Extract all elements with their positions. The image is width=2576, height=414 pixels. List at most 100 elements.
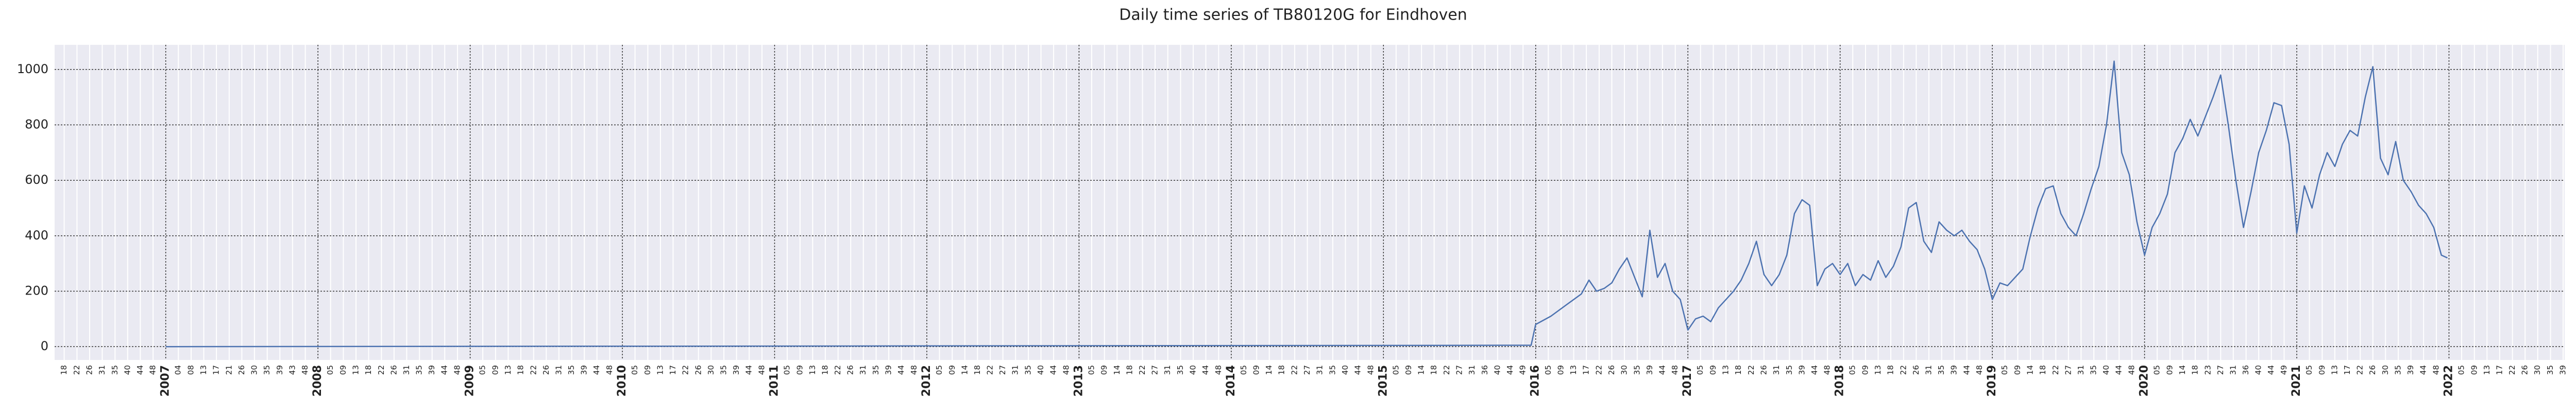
x-minor-tick-label: 39 (2558, 365, 2568, 375)
x-minor-tick-label: 44 (744, 365, 754, 375)
x-minor-tick-label: 18 (1125, 365, 1134, 375)
x-minor-tick-label: 30 (706, 365, 716, 375)
x-minor-tick-label: 31 (97, 365, 107, 375)
x-minor-tick-label: 49 (1518, 365, 1528, 375)
x-minor-tick-label: 31 (1772, 365, 1781, 375)
x-minor-tick-label: 36 (2241, 365, 2250, 375)
x-minor-tick-label: 22 (2355, 365, 2365, 375)
x-minor-tick-label: 09 (338, 365, 348, 375)
x-minor-tick-label: 48 (148, 365, 158, 375)
y-tick-label: 800 (25, 117, 48, 132)
x-minor-tick-label: 18 (973, 365, 982, 375)
x-minor-tick-label: 44 (440, 365, 449, 375)
x-tick-label: 2009 (464, 365, 477, 396)
x-minor-tick-label: 18 (1429, 365, 1438, 375)
x-minor-tick-label: 05 (1848, 365, 1857, 375)
x-minor-tick-label: 48 (300, 365, 310, 375)
x-minor-tick-label: 30 (1619, 365, 1629, 375)
x-minor-tick-label: 48 (2431, 365, 2441, 375)
x-minor-tick-label: 22 (529, 365, 538, 375)
x-minor-tick-label: 18 (516, 365, 525, 375)
x-minor-tick-label: 13 (2482, 365, 2492, 375)
x-minor-tick-label: 35 (1785, 365, 1794, 375)
x-minor-tick-label: 30 (2381, 365, 2390, 375)
x-minor-tick-label: 18 (2190, 365, 2199, 375)
x-minor-tick-label: 22 (1290, 365, 1299, 375)
x-minor-tick-label: 13 (351, 365, 360, 375)
x-minor-tick-label: 09 (1556, 365, 1566, 375)
series-line (165, 60, 2448, 348)
x-minor-tick-label: 22 (833, 365, 842, 375)
x-minor-tick-label: 27 (2216, 365, 2225, 375)
x-minor-tick-label: 39 (427, 365, 436, 375)
x-minor-tick-label: 44 (896, 365, 906, 375)
x-minor-tick-label: 40 (1036, 365, 1045, 375)
x-minor-tick-label: 39 (1797, 365, 1806, 375)
x-minor-tick-label: 05 (326, 365, 335, 375)
x-minor-tick-label: 21 (224, 365, 233, 375)
x-minor-tick-label: 27 (1455, 365, 1464, 375)
x-minor-tick-label: 44 (1962, 365, 1971, 375)
x-minor-tick-label: 22 (681, 365, 690, 375)
x-minor-tick-label: 09 (643, 365, 652, 375)
x-minor-tick-label: 09 (490, 365, 500, 375)
x-minor-tick-label: 35 (2546, 365, 2555, 375)
x-minor-tick-label: 48 (605, 365, 614, 375)
x-minor-tick-label: 35 (415, 365, 424, 375)
x-minor-tick-label: 13 (1721, 365, 1731, 375)
x-minor-tick-label: 14 (1112, 365, 1122, 375)
x-minor-tick-label: 48 (1823, 365, 1832, 375)
x-minor-tick-label: 44 (2266, 365, 2276, 375)
y-tick-label: 0 (41, 339, 48, 353)
x-minor-tick-label: 31 (554, 365, 563, 375)
x-minor-tick-label: 35 (1024, 365, 1033, 375)
x-minor-tick-label: 48 (1061, 365, 1071, 375)
x-minor-tick-label: 26 (541, 365, 551, 375)
x-minor-tick-label: 09 (1252, 365, 1261, 375)
x-minor-tick-label: 09 (1708, 365, 1718, 375)
x-minor-tick-label: 18 (59, 365, 69, 375)
x-minor-tick-label: 05 (2153, 365, 2162, 375)
x-minor-tick-label: 27 (1150, 365, 1160, 375)
x-tick-label: 2014 (1225, 365, 1238, 396)
x-minor-tick-label: 08 (187, 365, 196, 375)
x-minor-tick-label: 05 (1391, 365, 1400, 375)
x-minor-tick-label: 31 (1011, 365, 1020, 375)
x-minor-tick-label: 05 (478, 365, 487, 375)
x-minor-tick-label: 44 (1505, 365, 1515, 375)
x-minor-tick-label: 05 (935, 365, 944, 375)
x-minor-tick-label: 13 (503, 365, 513, 375)
x-tick-label: 2008 (311, 365, 324, 396)
x-minor-tick-label: 22 (2507, 365, 2517, 375)
x-minor-tick-label: 13 (808, 365, 817, 375)
x-minor-tick-label: 40 (1493, 365, 1502, 375)
y-tick-label: 600 (25, 173, 48, 187)
x-minor-tick-label: 44 (1049, 365, 1058, 375)
x-minor-tick-label: 26 (84, 365, 94, 375)
x-minor-tick-label: 44 (135, 365, 145, 375)
x-minor-tick-label: 49 (2279, 365, 2289, 375)
y-tick-label: 1000 (17, 62, 48, 76)
x-minor-tick-label: 17 (668, 365, 677, 375)
x-minor-tick-label: 22 (1138, 365, 1147, 375)
y-tick-label: 200 (25, 284, 48, 298)
x-minor-tick-label: 44 (592, 365, 601, 375)
x-minor-tick-label: 44 (2114, 365, 2124, 375)
x-minor-tick-label: 05 (2456, 365, 2466, 375)
x-minor-tick-label: 39 (884, 365, 893, 375)
x-minor-tick-label: 39 (580, 365, 589, 375)
x-minor-tick-label: 09 (2317, 365, 2327, 375)
x-minor-tick-label: 18 (1734, 365, 1743, 375)
x-minor-tick-label: 35 (1328, 365, 1337, 375)
x-minor-tick-label: 35 (2089, 365, 2098, 375)
x-minor-tick-label: 26 (2368, 365, 2377, 375)
x-minor-tick-label: 48 (1214, 365, 1223, 375)
x-minor-tick-label: 26 (237, 365, 246, 375)
x-minor-tick-label: 22 (2051, 365, 2060, 375)
x-minor-tick-label: 31 (1315, 365, 1325, 375)
x-minor-tick-label: 26 (846, 365, 855, 375)
x-minor-tick-label: 22 (1594, 365, 1603, 375)
x-minor-tick-label: 48 (1670, 365, 1680, 375)
x-minor-tick-label: 13 (199, 365, 208, 375)
